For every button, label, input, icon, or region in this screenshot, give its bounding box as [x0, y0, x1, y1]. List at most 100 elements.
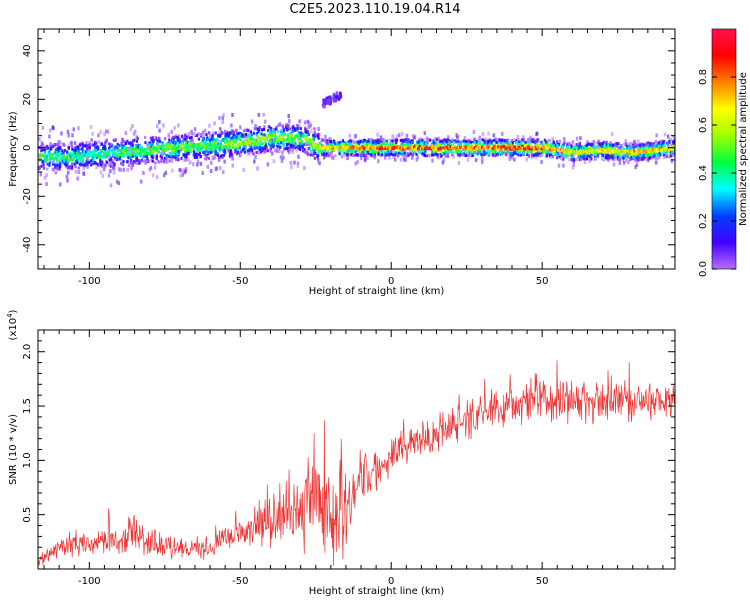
spectral-cell	[540, 151, 544, 155]
spectral-cell	[144, 141, 147, 145]
spectral-cell	[126, 160, 129, 164]
ridge-cell	[562, 150, 565, 154]
spectral-speckle	[88, 142, 91, 147]
ridge-cell	[137, 152, 140, 156]
spectral-cell	[237, 151, 240, 155]
spectral-cell	[70, 141, 73, 145]
ridge-cell	[665, 147, 669, 151]
spectral-cell	[93, 161, 96, 165]
spectral-cell	[448, 150, 451, 154]
spectral-speckle	[134, 153, 138, 158]
spectral-cell	[653, 146, 656, 150]
spectral-speckle	[324, 134, 327, 139]
ridge-cell	[506, 146, 510, 150]
spectral-speckle	[299, 132, 303, 137]
ridge-cell	[622, 149, 625, 153]
spectral-cell	[108, 158, 111, 162]
spectral-cell	[238, 136, 241, 140]
spectral-speckle	[279, 155, 283, 160]
spectral-cell	[53, 151, 57, 155]
ridge-cell	[486, 146, 489, 150]
spectral-cell	[333, 139, 336, 143]
ridge-cell	[110, 148, 113, 152]
spectral-cell	[381, 153, 384, 157]
spectral-cell	[363, 143, 366, 147]
spectral-cell	[199, 148, 202, 152]
spectral-cell	[68, 166, 71, 170]
ridge-cell	[638, 149, 641, 153]
x-tick-label: -50	[232, 276, 248, 287]
spectral-cell	[63, 148, 66, 152]
spectral-cell	[509, 154, 512, 158]
spectral-cell	[429, 138, 432, 142]
ridge-cell	[206, 142, 209, 146]
spectral-speckle	[393, 157, 397, 162]
spectral-cell	[227, 132, 231, 136]
spectral-cell	[127, 141, 131, 145]
spectral-cell	[552, 143, 555, 147]
ridge-cell	[130, 152, 133, 156]
spectral-cell	[575, 142, 578, 146]
spectral-cell	[585, 144, 588, 148]
spectral-cell	[546, 154, 549, 158]
spectral-speckle	[535, 131, 539, 136]
spectral-cell	[501, 151, 505, 155]
spectral-cell	[541, 154, 544, 158]
spectral-speckle	[363, 158, 367, 163]
spectral-speckle	[188, 160, 192, 165]
spectral-cell	[568, 142, 571, 146]
colorbar-label: Normalized spectral amplitude	[738, 72, 749, 226]
spectral-cell	[362, 150, 365, 154]
spectral-cell	[404, 138, 407, 142]
ridge-cell	[221, 145, 224, 149]
spectral-speckle	[127, 146, 130, 151]
spectral-cell	[77, 150, 80, 154]
spectral-cell	[670, 150, 674, 154]
spectral-cell	[99, 153, 102, 157]
spectral-cell	[211, 137, 214, 141]
spectral-cell	[450, 143, 453, 147]
ridge-cell	[141, 148, 144, 152]
spectral-cell	[434, 144, 438, 148]
spectral-cell	[423, 154, 427, 158]
spectral-cell	[61, 149, 64, 153]
spectral-cell	[671, 140, 675, 144]
ridge-cell	[448, 145, 451, 149]
spectral-cell	[469, 151, 472, 155]
spectral-cell	[385, 153, 388, 157]
spectral-speckle	[317, 126, 320, 131]
y-tick-label: 2.0	[22, 344, 33, 360]
spectral-cell	[541, 143, 544, 147]
ridge-cell	[612, 148, 616, 152]
spectral-speckle	[562, 163, 565, 168]
spectral-cell	[202, 150, 205, 154]
spectral-cell	[608, 155, 612, 159]
spectral-cell	[338, 152, 341, 156]
spectral-cell	[601, 141, 604, 145]
spectral-cell	[464, 149, 467, 153]
spectral-cell	[651, 145, 654, 149]
ridge-cell	[273, 140, 276, 144]
spectral-cell	[416, 140, 420, 144]
spectral-cell	[309, 153, 312, 157]
ridge-cell	[214, 143, 218, 147]
spectral-cell	[647, 141, 650, 145]
ridge-cell	[305, 136, 309, 140]
spectral-speckle	[171, 168, 174, 173]
spectral-cell	[626, 142, 630, 146]
spectral-speckle	[45, 173, 48, 178]
spectral-cell	[569, 153, 572, 157]
spectral-speckle	[177, 123, 180, 128]
ridge-cell	[80, 153, 83, 157]
spectral-cell	[480, 142, 484, 146]
spectral-speckle	[217, 157, 221, 162]
spectral-speckle	[413, 135, 417, 140]
spectral-cell	[282, 128, 286, 132]
y-tick-label: 20	[22, 93, 33, 106]
ridge-cell	[162, 148, 166, 152]
ridge-cell	[575, 150, 579, 154]
spectral-cell	[170, 155, 173, 159]
spectral-cell	[40, 144, 43, 148]
ridge-cell	[423, 147, 427, 151]
spectral-cell	[589, 146, 593, 150]
